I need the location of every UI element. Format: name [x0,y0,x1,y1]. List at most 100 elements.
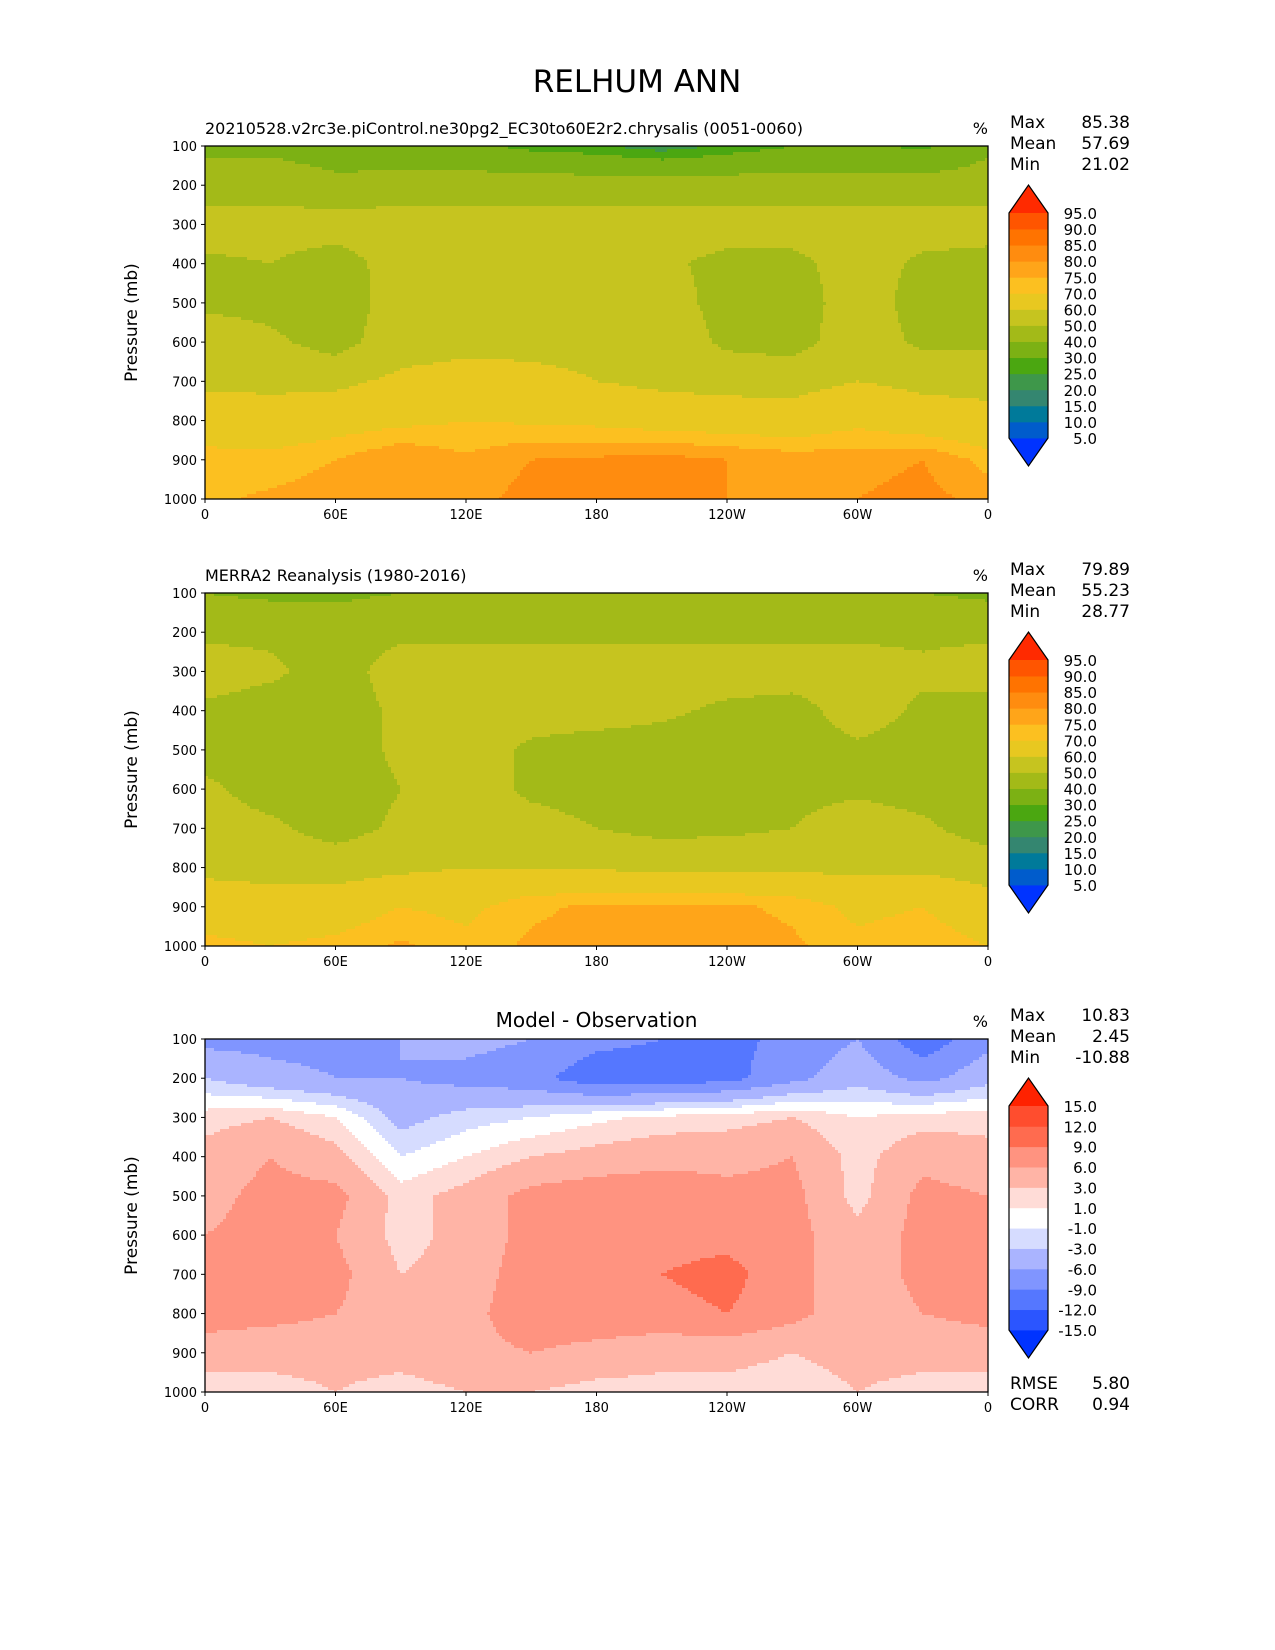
contour-cell [367,263,689,267]
stat-value-mean: 55.23 [1081,581,1130,601]
contour-cell [895,1141,989,1145]
colorbar-extend-max [1009,632,1048,660]
contour-cell [820,272,902,276]
contour-cell [910,1201,989,1205]
contour-cell [505,1252,815,1256]
contour-cell [397,1267,410,1271]
contour-cell [205,1108,209,1112]
contour-cell [274,1087,509,1091]
contour-cell [346,1108,380,1112]
contour-cell [823,713,902,717]
stat-value-max: 10.83 [1081,1006,1130,1026]
contour-cell [364,335,710,339]
contour-cell [613,1141,830,1145]
contour-cell [877,1114,989,1118]
contour-cell [919,1309,989,1313]
contour-cell [901,1375,989,1379]
contour-cell [703,317,824,321]
contour-cell [451,1135,536,1139]
contour-cell [811,899,989,903]
panel-title: 20210528.v2rc3e.piControl.ne30pg2_EC30to… [205,119,803,139]
contour-cell [388,1117,431,1121]
contour-cell [829,1369,989,1373]
contour-cell [820,326,902,330]
contour-cell [415,1261,503,1265]
contour-cell [838,1375,902,1379]
contour-cell [205,728,383,732]
contour-cell [205,1381,317,1385]
contour-cell [580,1147,836,1151]
contour-cell [205,734,383,738]
x-tick-label: 0 [201,1401,209,1416]
contour-cell [400,1057,467,1061]
contour-cell [799,395,950,399]
contour-cell [712,1303,734,1307]
contour-cell [517,1042,647,1046]
contour-cell [541,920,782,924]
contour-cell [508,1234,815,1238]
contour-cell [205,383,359,387]
contour-cell [406,1270,500,1274]
contour-cell [205,296,371,300]
contour-cell [811,1222,905,1226]
contour-cell [925,461,974,465]
rmse-label: RMSE [1010,1374,1058,1394]
contour-cell [844,1192,872,1196]
y-axis-label: Pressure (mb) [122,263,142,382]
contour-cell [532,1351,989,1355]
contour-cell [820,707,908,711]
contour-cell [247,257,281,261]
contour-cell [205,1129,221,1133]
contour-cell [343,1255,395,1259]
contour-cell [205,1210,230,1214]
contour-cell [919,1054,929,1058]
contour-cell [652,836,698,840]
contour-cell [205,266,368,270]
contour-cell [733,1306,815,1310]
contour-cell [910,257,989,261]
contour-cell [289,1123,344,1127]
contour-cell [514,761,989,765]
contour-cell [841,1156,881,1160]
contour-cell [805,1357,989,1361]
contour-cell [814,1312,923,1316]
contour-cell [883,803,989,807]
contour-cell [691,260,815,264]
contour-cell [397,1261,416,1265]
contour-cell [220,782,398,786]
contour-cell [514,758,989,762]
contour-cell [823,320,899,324]
contour-cell [697,257,812,261]
contour-cell [745,1285,815,1289]
contour-cell [376,698,728,702]
contour-cell [742,1288,815,1292]
contour-cell [205,1201,236,1205]
contour-cell [205,1192,242,1196]
contour-cell [205,1063,302,1067]
colorbar-bin [1009,852,1048,870]
contour-cell [205,248,308,252]
colorbar-tick-label: 75.0 [1064,269,1097,287]
contour-cell [370,305,701,309]
contour-cell [274,653,383,657]
colorbar-bin [1009,309,1048,326]
contour-cell [550,806,824,810]
contour-cell [256,1171,293,1175]
contour-cell [865,923,947,927]
contour-cell [205,146,509,150]
contour-cell [367,449,455,453]
contour-cell [535,923,788,927]
contour-cell [916,1132,959,1136]
contour-cell [973,1060,989,1064]
contour-cell [205,749,383,753]
contour-cell [901,1255,989,1259]
contour-cell [337,353,767,357]
colorbar: 5.010.015.020.025.030.040.050.060.070.07… [1008,183,1097,468]
colorbar-tick-label: 70.0 [1064,285,1097,303]
contour-cell [205,1282,350,1286]
contour-cell [727,485,878,489]
contour-cell [796,824,938,828]
contour-cell [565,1150,839,1154]
